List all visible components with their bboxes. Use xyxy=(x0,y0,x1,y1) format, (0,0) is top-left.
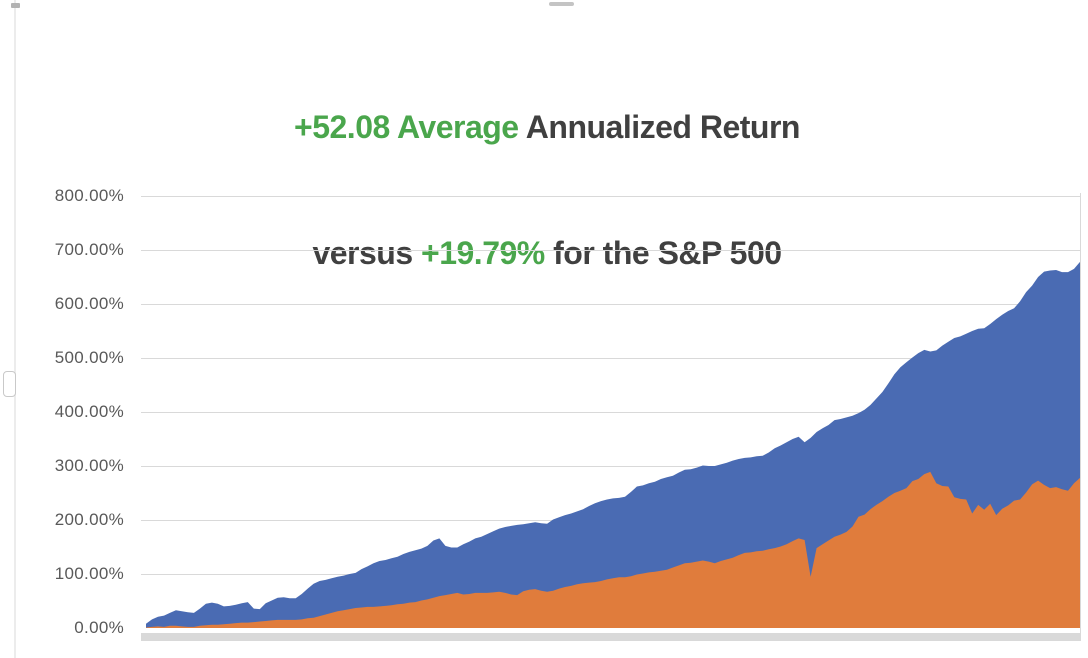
y-axis-tick-label: 600.00% xyxy=(54,294,124,313)
title-annualized-return-value: +52.08 Average xyxy=(294,109,519,145)
y-axis-tick-label: 500.00% xyxy=(54,348,124,367)
sp500-area-series[interactable] xyxy=(146,471,1080,628)
title-line1-text: Annualized Return xyxy=(518,109,801,145)
y-axis-tick-label: 100.00% xyxy=(54,564,124,583)
title-versus-text: versus xyxy=(312,235,422,271)
y-axis-tick-label: 800.00% xyxy=(54,186,124,205)
pane-collapse-handle[interactable] xyxy=(3,371,16,397)
title-sp500-return-value: +19.79% xyxy=(421,235,545,271)
x-axis-band xyxy=(141,633,1081,641)
y-axis-tick-label: 300.00% xyxy=(54,456,124,475)
chart-title: +52.08 Average Annualized Return versus … xyxy=(16,22,1078,358)
y-axis-tick-label: 400.00% xyxy=(54,402,124,421)
chart-title-line2: versus +19.79% for the S&P 500 xyxy=(16,232,1078,274)
y-axis-tick-label: 0.00% xyxy=(74,618,124,637)
y-axis-labels: 800.00% 700.00% 600.00% 500.00% 400.00% 300.0… xyxy=(0,0,124,658)
pane-divider-cap xyxy=(11,3,20,8)
top-resize-handle[interactable] xyxy=(549,2,574,6)
chart-title-line1: +52.08 Average Annualized Return xyxy=(16,106,1078,148)
pane-divider-line xyxy=(14,0,16,658)
y-axis-tick-label: 200.00% xyxy=(54,510,124,529)
title-line2-text: for the S&P 500 xyxy=(544,235,782,271)
y-axis-tick-label: 700.00% xyxy=(54,240,124,259)
